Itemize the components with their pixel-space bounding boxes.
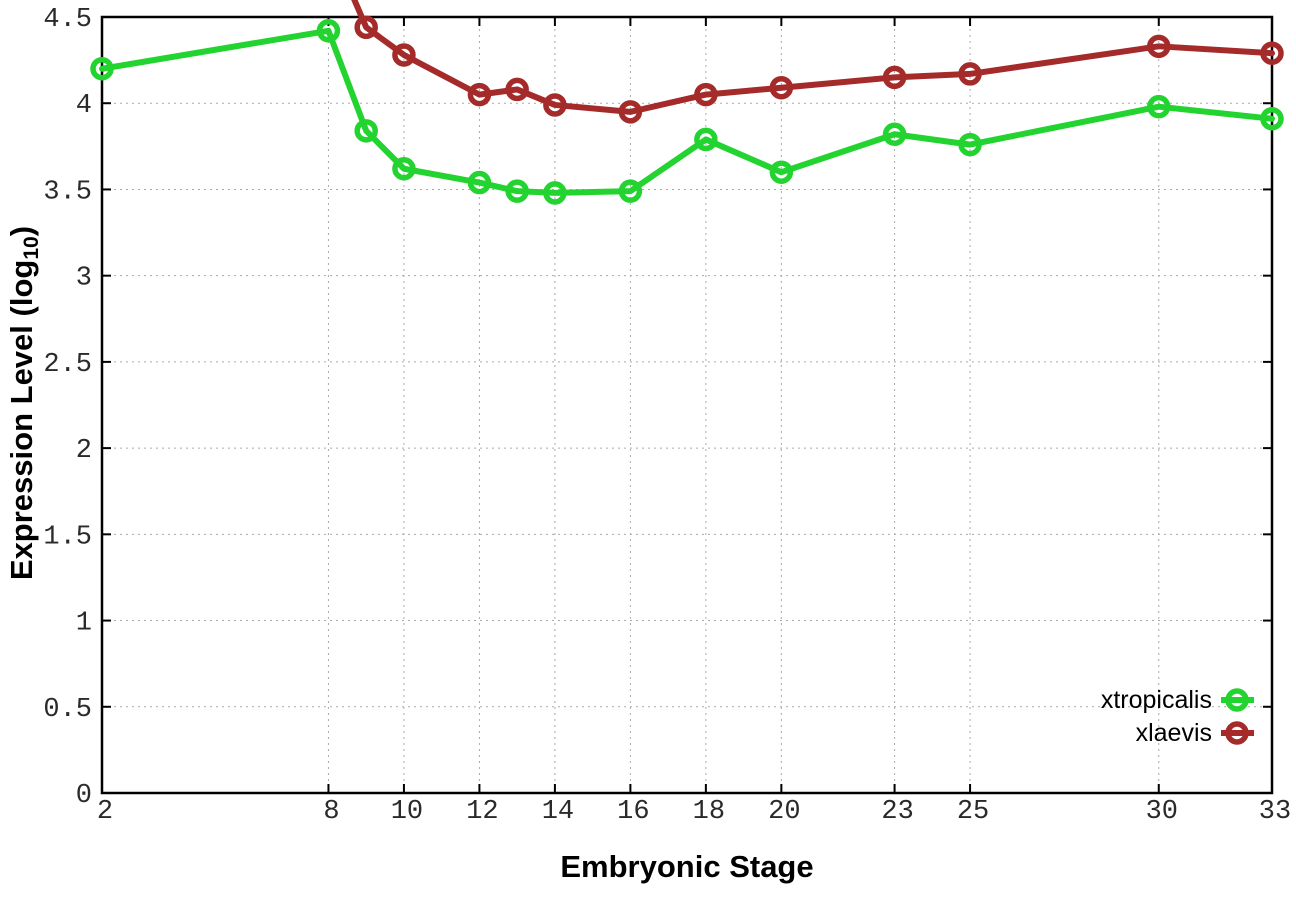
data-point-marker-xlaevis — [354, 15, 378, 40]
data-point-marker-xtropicalis — [1260, 106, 1284, 131]
data-point-marker-xtropicalis — [505, 179, 529, 203]
data-point-marker-xtropicalis — [354, 119, 378, 143]
y-axis-title-text: Expression Level (log — [3, 259, 39, 581]
x-tick-label: 25 — [957, 797, 989, 827]
data-point-marker-xlaevis — [769, 75, 794, 100]
y-tick-label: 3.5 — [43, 177, 92, 207]
data-point-marker-xtropicalis — [316, 19, 341, 43]
series-line-xlaevis — [351, 0, 1275, 115]
y-tick-label: 2.5 — [43, 350, 92, 380]
y-axis-title: Expression Level (log10) — [4, 226, 44, 580]
plot-border — [100, 15, 1274, 795]
data-point-marker-xtropicalis — [882, 122, 907, 147]
y-tick-label: 0.5 — [43, 695, 92, 725]
x-tick-label: 30 — [1146, 797, 1178, 827]
x-tick-label: 2 — [97, 797, 113, 827]
legend-marker-xlaevis — [1225, 721, 1249, 745]
data-point-marker-xtropicalis — [618, 179, 643, 203]
data-point-marker-xlaevis — [694, 82, 718, 107]
y-tick-label: 2 — [76, 436, 92, 466]
data-point-marker-xlaevis — [618, 100, 643, 124]
y-axis-title-close: ) — [3, 225, 39, 237]
x-tick-label: 10 — [391, 797, 423, 827]
data-point-marker-xtropicalis — [1147, 94, 1171, 119]
data-point-marker-xlaevis — [543, 93, 567, 117]
y-axis-title-subscript: 10 — [20, 236, 44, 260]
x-tick-label: 12 — [466, 797, 498, 827]
y-tick-label: 4 — [76, 91, 92, 121]
x-tick-label: 16 — [617, 797, 649, 827]
data-point-marker-xtropicalis — [90, 56, 114, 81]
data-point-marker-xtropicalis — [467, 170, 492, 195]
y-tick-label: 0 — [76, 781, 92, 811]
legend-label-xlaevis: xlaevis — [1136, 719, 1212, 747]
x-tick-label: 33 — [1259, 797, 1291, 827]
data-point-marker-xlaevis — [1147, 34, 1171, 59]
legend-marker-xtropicalis — [1225, 688, 1249, 712]
data-point-marker-xlaevis — [392, 43, 416, 67]
x-tick-label: 23 — [881, 797, 913, 827]
data-point-marker-xlaevis — [882, 65, 907, 90]
y-tick-label: 1 — [76, 609, 92, 639]
data-point-marker-xlaevis — [505, 77, 529, 102]
x-tick-label: 20 — [768, 797, 800, 827]
x-axis-title: Embryonic Stage — [560, 849, 814, 884]
data-point-marker-xlaevis — [1260, 41, 1284, 65]
data-point-marker-xlaevis — [467, 82, 492, 107]
y-tick-label: 1.5 — [43, 522, 92, 552]
data-point-marker-xlaevis — [958, 62, 982, 86]
y-tick-label: 4.5 — [43, 5, 92, 35]
data-point-marker-xtropicalis — [958, 132, 982, 157]
data-point-marker-xtropicalis — [543, 181, 567, 205]
data-point-marker-xtropicalis — [769, 160, 794, 184]
x-tick-label: 18 — [693, 797, 725, 827]
data-point-marker-xtropicalis — [694, 127, 718, 152]
legend-label-xtropicalis: xtropicalis — [1101, 686, 1212, 714]
x-tick-label: 8 — [323, 797, 339, 827]
y-tick-label: 3 — [76, 264, 92, 294]
x-tick-label: 14 — [542, 797, 574, 827]
data-point-marker-xtropicalis — [392, 157, 416, 181]
